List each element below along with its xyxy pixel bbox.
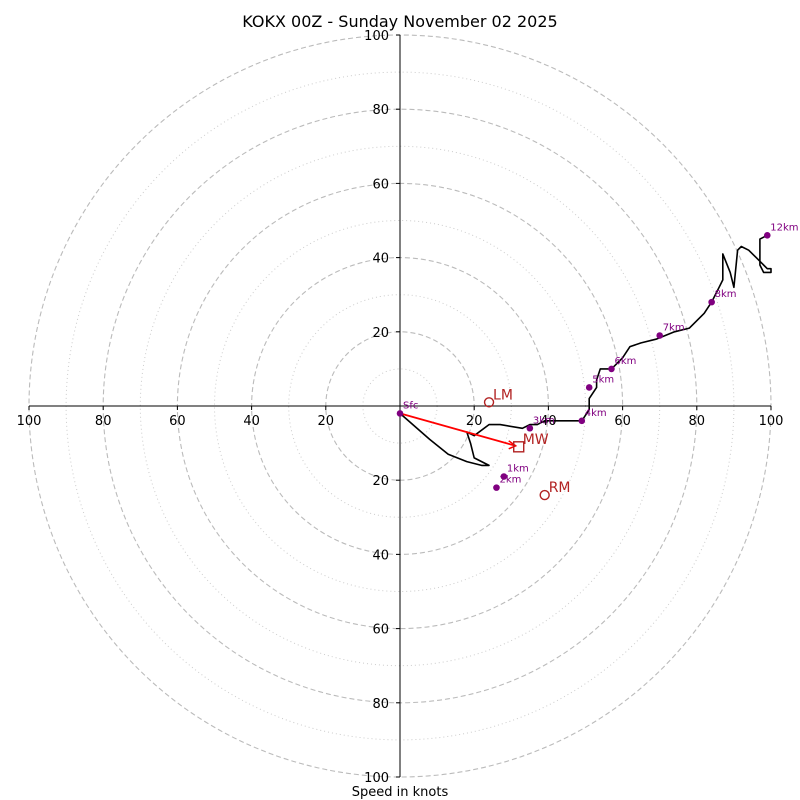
y-tick-label: 80 — [372, 103, 389, 118]
height-marker-dot — [708, 298, 715, 306]
storm-motions: LM RM MW — [483, 387, 571, 501]
x-tick-label: 100 — [759, 414, 784, 429]
y-tick-label: 100 — [364, 29, 389, 44]
y-tick-label: 20 — [372, 474, 389, 489]
height-marker-dot — [585, 384, 593, 391]
height-marker-dot — [763, 232, 771, 239]
hodograph-trace — [399, 234, 772, 467]
height-marker-dot — [656, 332, 663, 339]
x-tick-label: 60 — [614, 414, 631, 429]
tick-labels: 100 80 60 40 20 20 40 60 80 100100806040202040608… — [17, 29, 784, 786]
y-tick-label: 20 — [372, 326, 389, 341]
storm-motion-label: LM — [493, 387, 513, 403]
x-tick-label: 100 — [17, 414, 42, 429]
hodograph-trace-group — [399, 234, 772, 467]
height-marker-dot — [526, 424, 534, 432]
height-marker-dot — [396, 410, 404, 417]
y-tick-label: 100 — [364, 771, 389, 786]
storm-motion-label: RM — [549, 480, 571, 496]
x-tick-label: 80 — [689, 414, 706, 429]
height-marker-label: 3km — [533, 415, 555, 426]
height-marker-label: 4km — [585, 408, 607, 419]
height-marker-label: 6km — [614, 356, 636, 367]
x-axis-label: Speed in knots — [352, 785, 449, 800]
y-tick-label: 60 — [372, 623, 389, 638]
x-tick-label: 40 — [243, 414, 260, 429]
y-tick-label: 60 — [372, 177, 389, 192]
mean-wind-label: MW — [523, 432, 549, 448]
x-tick-label: 60 — [169, 414, 186, 429]
y-tick-label: 40 — [372, 252, 389, 267]
height-marker-label: 2km — [499, 475, 521, 486]
chart-title: KOKX 00Z - Sunday November 02 2025 — [242, 12, 557, 31]
height-marker-label: 12km — [770, 222, 798, 233]
height-marker-dot — [578, 417, 586, 425]
y-tick-label: 80 — [372, 697, 389, 712]
height-marker-label: Sfc — [403, 400, 418, 411]
height-marker-label: 5km — [592, 374, 614, 385]
x-tick-label: 20 — [318, 414, 335, 429]
axes — [29, 35, 771, 777]
mean-wind-arrowhead — [508, 440, 518, 450]
y-tick-label: 40 — [372, 548, 389, 563]
height-marker-label: 7km — [663, 323, 685, 334]
x-tick-label: 80 — [95, 414, 112, 429]
mean-wind-marker — [513, 441, 525, 453]
storm-motion-marker — [483, 397, 495, 408]
height-marker-label: 8km — [715, 289, 737, 300]
x-tick-label: 20 — [466, 414, 483, 429]
storm-motion-marker — [539, 489, 550, 501]
height-marker-dot — [608, 365, 615, 373]
height-marker-dot — [500, 473, 508, 480]
height-marker-label: 1km — [507, 463, 529, 474]
height-marker-dot — [493, 484, 500, 491]
mean-wind-vector — [399, 412, 516, 447]
